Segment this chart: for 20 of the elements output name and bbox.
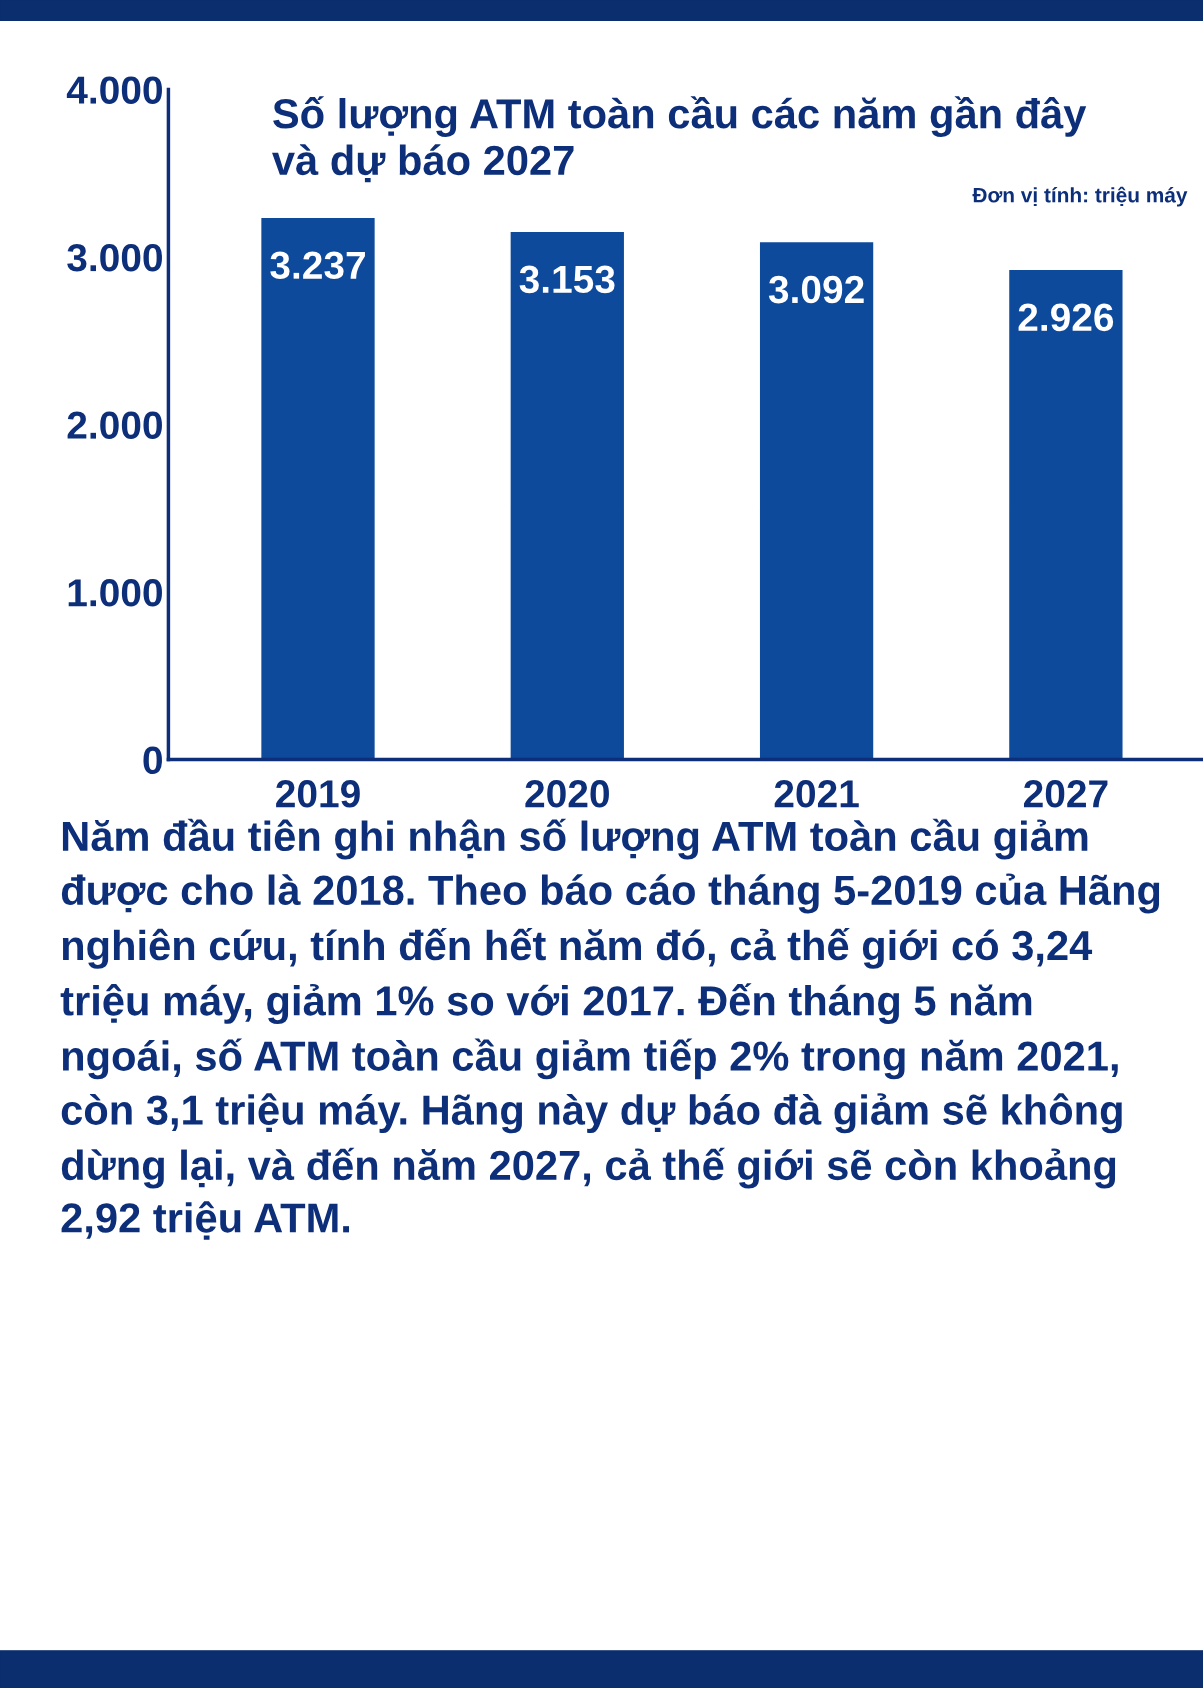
- annotation: Đơn vị tính: triệu máy: [972, 186, 1188, 207]
- x-tick-label: 2027: [1023, 780, 1108, 808]
- bar: [509, 230, 626, 760]
- y-tick-label: 1.000: [68, 579, 162, 607]
- x-tick-label: 2020: [525, 780, 609, 808]
- bar: [259, 216, 377, 760]
- y-tick-label: 3.000: [67, 243, 162, 272]
- data-label: 3.237: [270, 251, 365, 280]
- data-label: 3.153: [519, 265, 615, 294]
- y-tick-label: 0: [143, 746, 162, 775]
- x-tick-label: 2021: [774, 780, 859, 808]
- y-tick-label: 2.000: [67, 411, 162, 440]
- text: Năm đầu tiên ghi nhận số lượng ATM toàn cầu giảm được cho là 2018. Theo báo cáo tháng 5-2019 của Hãng nghiên cứu, tính đến hết năm đó, cả thế giới có 3,24 triệu máy, giảm 1% so với 2017. Đến tháng 5 năm ngoái, số ATM toàn cầu giảm tiếp 2% trong năm 2021, còn 3,1 triệu máy. Hãng này dự báo đà giảm sẽ không dừng lại, và đến năm 2027, cả thế giới sẽ còn khoảng 2,92 triệu ATM.: [60, 818, 1160, 1240]
- data-label: 2.926: [1018, 303, 1114, 332]
- x-tick-label: 2019: [276, 780, 360, 808]
- data-label: 3.092: [768, 275, 864, 304]
- bar: [1007, 268, 1124, 760]
- text: Số lượng ATM toàn cầu các năm gần đây và dự báo 2027: [272, 96, 1087, 183]
- y-tick-label: 4.000: [66, 76, 162, 104]
- bar: [758, 240, 875, 760]
